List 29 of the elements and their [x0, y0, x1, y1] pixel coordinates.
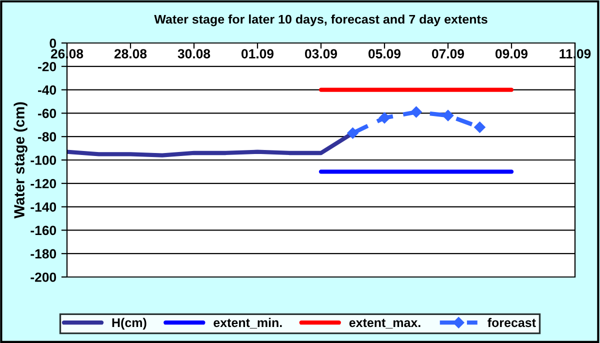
x-tick-label: 09.09: [496, 49, 528, 58]
legend-label: forecast: [488, 318, 536, 328]
x-tick-label: 28.08: [114, 49, 147, 58]
point: [410, 106, 422, 118]
y-axis-title: Water stage (cm): [14, 102, 28, 218]
x-tick-label: 05.09: [368, 49, 401, 58]
y-tick-label: -20: [38, 62, 56, 72]
x-tick-label: 07.09: [432, 49, 464, 58]
legend-label: extent_min.: [214, 318, 282, 328]
y-tick-label: -100: [30, 156, 56, 165]
legend-label: extent_max.: [349, 318, 420, 328]
y-tick-label: -60: [38, 108, 56, 118]
y-tick-label: -200: [30, 272, 56, 282]
point: [474, 122, 486, 133]
x-tick-label: 03.09: [305, 49, 338, 58]
y-tick-label: -80: [38, 132, 56, 142]
point: [347, 127, 358, 139]
y-tick-label: -160: [30, 226, 56, 236]
x-tick-label: 01.09: [242, 49, 274, 58]
y-tick-label: -120: [30, 178, 56, 188]
y-tick-label: -140: [30, 202, 56, 212]
y-tick-label: -180: [30, 249, 56, 259]
y-tick-label: -40: [38, 85, 56, 95]
point: [378, 112, 390, 124]
legend-label: H(cm): [112, 318, 146, 330]
chart-title: Water stage for later 10 days, forecast and 7 day extents: [154, 14, 488, 26]
x-tick-label: 30.08: [178, 49, 210, 58]
y-tick-label: 0: [50, 38, 56, 48]
point: [442, 110, 454, 122]
